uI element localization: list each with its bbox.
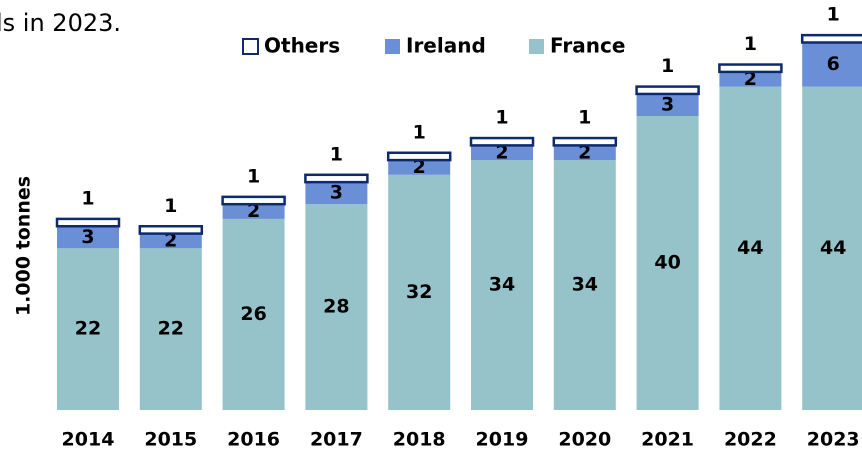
- data-label: 1: [744, 33, 757, 55]
- data-label: 1: [827, 4, 840, 26]
- annotation: ls in 2023.: [0, 9, 121, 37]
- data-label: 2: [495, 141, 508, 163]
- bar-segment: [386, 151, 452, 162]
- data-label: 1: [330, 143, 343, 165]
- data-label: 3: [661, 93, 674, 115]
- bar-segment: [304, 173, 369, 184]
- bar-segment: [553, 145, 616, 161]
- bar-segment: [719, 71, 782, 87]
- x-tick-label: 2014: [62, 429, 115, 449]
- data-label: 2: [247, 200, 260, 222]
- x-tick-label: 2019: [476, 429, 529, 449]
- bar-segment: [718, 63, 783, 74]
- data-label: 2: [413, 156, 426, 178]
- data-label: 1: [81, 187, 94, 209]
- bar-segment: [636, 116, 699, 410]
- legend-swatch: [242, 38, 259, 55]
- bar-segment: [305, 204, 368, 410]
- legend-label: Ireland: [406, 34, 486, 58]
- data-label: 3: [81, 226, 94, 248]
- bar-segment: [553, 160, 616, 410]
- data-label: 1: [164, 195, 177, 217]
- data-label: 26: [240, 303, 266, 325]
- legend-swatch: [529, 39, 544, 54]
- legend-label: France: [550, 34, 625, 58]
- bar-segment: [222, 204, 285, 219]
- bar-segment: [139, 248, 202, 410]
- x-tick-label: 2023: [807, 429, 860, 449]
- data-label: 22: [158, 318, 184, 340]
- data-label: 1: [578, 107, 591, 129]
- legend-swatch: [385, 39, 400, 54]
- data-label: 22: [75, 318, 101, 340]
- bar-segment: [138, 225, 204, 235]
- data-label: 44: [820, 237, 846, 259]
- bar-segment: [552, 136, 618, 147]
- bar-segment: [222, 218, 285, 410]
- bar-segment: [802, 86, 862, 410]
- data-label: 34: [572, 274, 598, 296]
- bar-segment: [139, 233, 202, 249]
- data-label: 2: [578, 141, 591, 163]
- data-label: 2: [164, 229, 177, 251]
- data-label: 6: [827, 53, 840, 75]
- x-tick-label: 2022: [724, 429, 777, 449]
- bar-segment: [636, 93, 699, 116]
- bar-segment: [802, 42, 862, 87]
- x-tick-label: 2015: [144, 429, 197, 449]
- data-label: 1: [413, 121, 426, 143]
- bar-segment: [719, 86, 782, 410]
- x-tick-label: 2018: [393, 429, 446, 449]
- data-label: 1: [495, 107, 508, 129]
- data-label: 1: [247, 165, 260, 187]
- bar-segment: [221, 195, 286, 206]
- data-label: 34: [489, 274, 515, 296]
- data-label: 3: [330, 182, 343, 204]
- bar-segment: [388, 174, 451, 410]
- bar-segment: [55, 217, 121, 228]
- bar-segment: [57, 226, 119, 249]
- data-label: 44: [737, 237, 763, 259]
- x-tick-label: 2016: [227, 429, 280, 449]
- bar-segment: [469, 136, 535, 147]
- data-label: 1: [661, 55, 674, 77]
- x-tick-label: 2020: [558, 429, 611, 449]
- y-axis-label: 1.000 tonnes: [13, 176, 35, 316]
- data-label: 32: [406, 281, 432, 303]
- bar-segment: [635, 85, 700, 96]
- bar-segment: [471, 145, 533, 161]
- data-label: 28: [323, 296, 349, 318]
- bar-segment: [800, 33, 862, 44]
- bar-segment: [305, 182, 368, 205]
- bar-segment: [471, 160, 533, 410]
- data-label: 2: [744, 68, 757, 90]
- x-tick-label: 2021: [641, 429, 694, 449]
- bar-segment: [57, 248, 119, 410]
- legend-label: Others: [264, 34, 340, 58]
- bar-segment: [388, 160, 451, 175]
- x-tick-label: 2017: [310, 429, 363, 449]
- data-label: 40: [654, 252, 680, 274]
